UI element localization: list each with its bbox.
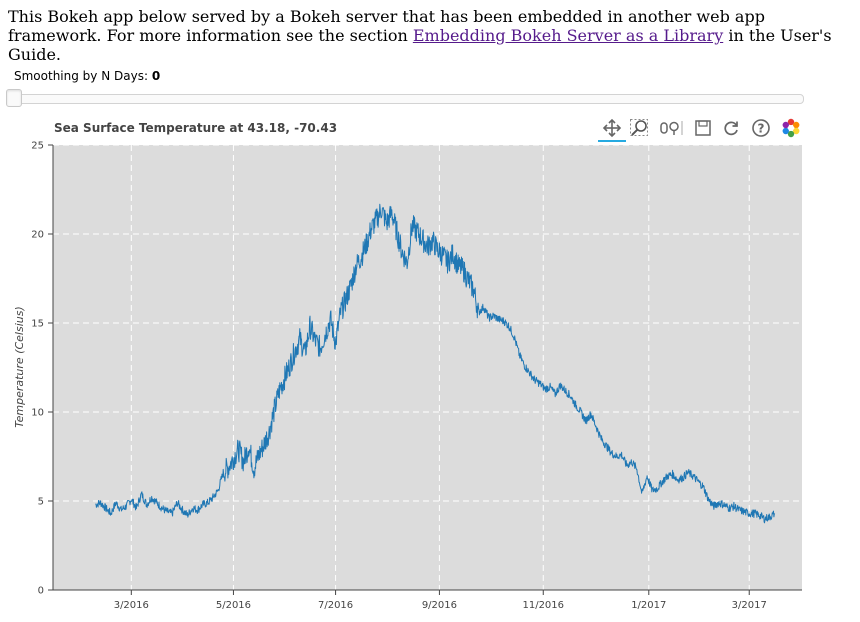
x-tick-label: 5/2016 bbox=[216, 600, 251, 611]
save-tool-icon bbox=[695, 120, 711, 136]
y-tick-label: 5 bbox=[38, 497, 44, 508]
y-tick-label: 0 bbox=[38, 586, 44, 597]
x-tick-label: 11/2016 bbox=[522, 600, 564, 611]
pan-tool[interactable] bbox=[598, 116, 626, 142]
pan-tool-icon bbox=[602, 118, 622, 138]
intro-text-before: This Bokeh app below served by a Bokeh s… bbox=[8, 7, 765, 45]
reset-tool[interactable] bbox=[720, 116, 742, 140]
grid-lines bbox=[53, 144, 802, 590]
intro-text-after: in the User's Guide. bbox=[8, 26, 832, 64]
box-zoom-tool[interactable] bbox=[628, 116, 652, 140]
y-axis-label: Temperature (Celsius) bbox=[13, 306, 26, 428]
temperature-series-line bbox=[95, 203, 776, 524]
x-tick-label: 1/2017 bbox=[631, 600, 666, 611]
wheel-zoom-tool-icon bbox=[660, 121, 683, 135]
bokeh-logo[interactable] bbox=[780, 116, 802, 140]
svg-text:?: ? bbox=[758, 122, 765, 136]
slider-label-text: Smoothing by N Days: bbox=[14, 69, 152, 83]
data-layer bbox=[95, 203, 776, 524]
x-tick-label: 7/2016 bbox=[318, 600, 353, 611]
plot-title: Sea Surface Temperature at 43.18, -70.43 bbox=[54, 121, 338, 135]
y-tick-label: 25 bbox=[31, 141, 44, 152]
slider-label: Smoothing by N Days: 0 bbox=[14, 69, 160, 83]
help-tool[interactable]: ? bbox=[750, 116, 772, 140]
x-tick-label: 9/2016 bbox=[422, 600, 457, 611]
axes: 0 5 10 15 20 25 3/2016 5/2016 7/2016 9/2016 11/201… bbox=[31, 141, 802, 611]
save-tool[interactable] bbox=[692, 116, 714, 140]
plot-area bbox=[53, 145, 802, 590]
x-tick-label: 3/2016 bbox=[114, 600, 149, 611]
bokeh-logo-icon bbox=[782, 118, 800, 138]
y-tick-label: 15 bbox=[31, 319, 44, 330]
box-zoom-tool-icon bbox=[630, 119, 648, 136]
y-tick-label: 10 bbox=[31, 408, 44, 419]
help-tool-icon: ? bbox=[752, 119, 770, 137]
smoothing-slider-handle[interactable] bbox=[6, 89, 22, 107]
x-tick-label: 3/2017 bbox=[732, 600, 767, 611]
reset-tool-icon bbox=[724, 121, 738, 136]
intro-paragraph: This Bokeh app below served by a Bokeh s… bbox=[8, 7, 840, 64]
embedding-guide-link[interactable]: Embedding Bokeh Server as a Library bbox=[412, 26, 724, 45]
slider-value: 0 bbox=[151, 69, 161, 83]
wheel-zoom-tool[interactable] bbox=[658, 116, 686, 140]
y-tick-label: 20 bbox=[31, 230, 44, 241]
